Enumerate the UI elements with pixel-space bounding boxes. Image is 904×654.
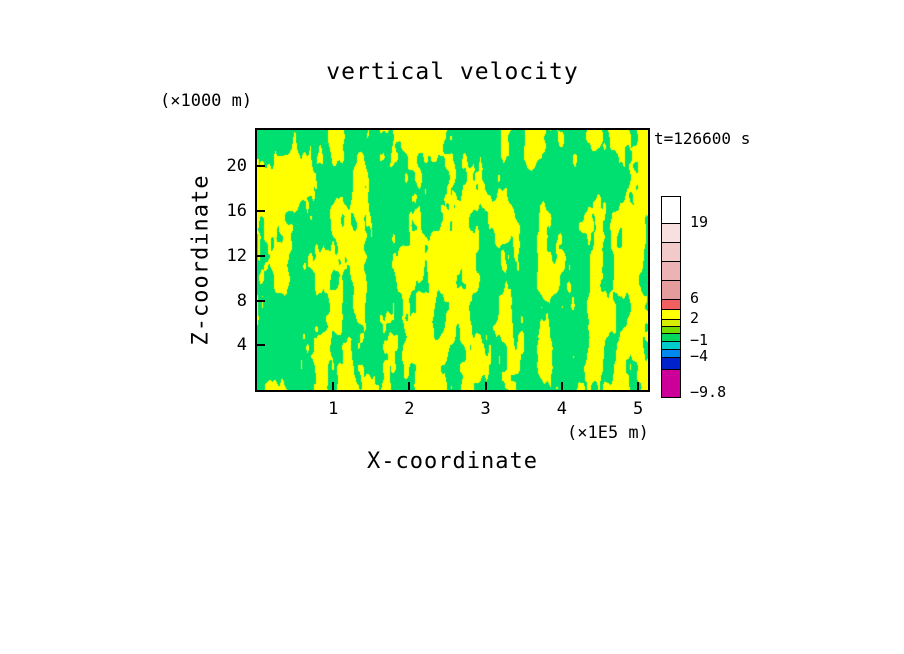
x-tick-label: 5 xyxy=(632,399,644,419)
x-tick-mark xyxy=(408,382,411,390)
chart-title: vertical velocity xyxy=(326,59,579,85)
colorbar-label: −1 xyxy=(690,331,709,349)
y-axis-title: Z-coordinate xyxy=(188,174,214,346)
colorbar-segment xyxy=(662,319,680,326)
x-tick-mark xyxy=(637,382,640,390)
colorbar-segment xyxy=(662,197,680,223)
colorbar-label: 6 xyxy=(690,289,700,307)
y-tick-mark xyxy=(257,344,265,347)
colorbar-label: 19 xyxy=(690,213,709,231)
y-tick-label: 20 xyxy=(226,156,247,177)
colorbar-segment xyxy=(662,261,680,280)
x-tick-mark xyxy=(484,382,487,390)
x-axis-units-label: (×1E5 m) xyxy=(567,423,649,443)
velocity-field-canvas xyxy=(257,130,648,390)
colorbar-segment xyxy=(662,309,680,319)
axis-tick-marks xyxy=(257,130,648,390)
y-axis-units-label: (×1000 m) xyxy=(160,91,253,111)
x-tick-label: 3 xyxy=(480,399,491,419)
colorbar-segment xyxy=(662,349,680,357)
plot-area xyxy=(255,128,650,392)
x-tick-label: 4 xyxy=(556,399,567,419)
colorbar xyxy=(661,196,681,398)
y-tick-mark xyxy=(257,210,265,213)
timestamp-label: t=126600 s xyxy=(654,129,751,148)
colorbar-label: −9.8 xyxy=(690,383,727,401)
x-tick-mark xyxy=(332,382,335,390)
x-axis-title: X-coordinate xyxy=(367,449,538,474)
colorbar-segment xyxy=(662,223,680,242)
colorbar-segment xyxy=(662,341,680,349)
y-tick-mark xyxy=(257,165,265,168)
colorbar-segment xyxy=(662,357,680,369)
x-tick-mark xyxy=(560,382,563,390)
y-tick-mark xyxy=(257,254,265,257)
colorbar-segment xyxy=(662,333,680,341)
colorbar-segment xyxy=(662,280,680,299)
x-tick-label: 1 xyxy=(328,399,339,419)
colorbar-segment xyxy=(662,369,680,397)
colorbar-segments xyxy=(662,197,680,397)
colorbar-label: −4 xyxy=(690,347,709,365)
y-tick-mark xyxy=(257,299,265,302)
colorbar-segment xyxy=(662,242,680,261)
x-tick-label: 2 xyxy=(404,399,415,419)
colorbar-segment xyxy=(662,326,680,333)
colorbar-segment xyxy=(662,299,680,309)
colorbar-label: 2 xyxy=(690,309,700,327)
